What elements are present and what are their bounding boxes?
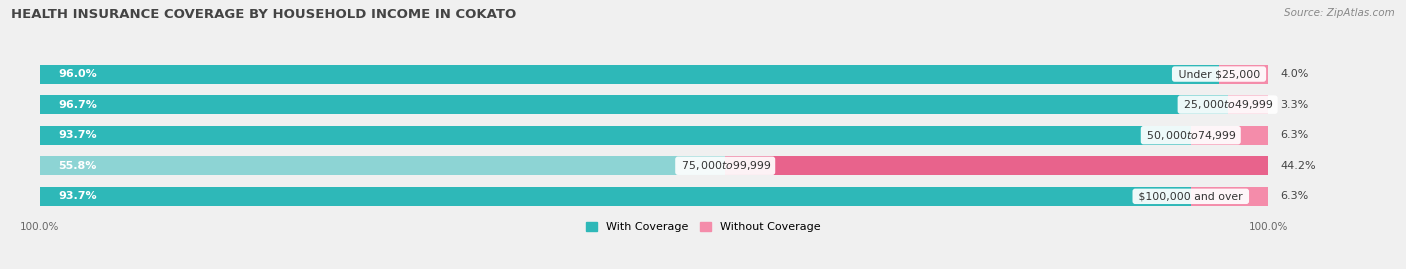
Text: 6.3%: 6.3% (1281, 191, 1309, 201)
Text: 96.0%: 96.0% (58, 69, 97, 79)
Text: $50,000 to $74,999: $50,000 to $74,999 (1143, 129, 1239, 142)
Bar (39, 126, 1191, 145)
Text: $75,000 to $99,999: $75,000 to $99,999 (678, 159, 772, 172)
Text: 93.7%: 93.7% (58, 191, 97, 201)
Text: 93.7%: 93.7% (58, 130, 97, 140)
Bar (39, 95, 1268, 114)
Bar (725, 156, 1268, 175)
Bar (1219, 65, 1268, 84)
Bar (39, 126, 1268, 145)
Text: 4.0%: 4.0% (1281, 69, 1309, 79)
Bar (39, 187, 1268, 206)
Bar (1191, 126, 1268, 145)
Text: 55.8%: 55.8% (58, 161, 97, 171)
Text: 44.2%: 44.2% (1281, 161, 1316, 171)
Bar (39, 65, 1268, 84)
Bar (39, 95, 1227, 114)
Bar (39, 65, 1219, 84)
Text: 3.3%: 3.3% (1281, 100, 1309, 110)
Text: 6.3%: 6.3% (1281, 130, 1309, 140)
Bar (1191, 187, 1268, 206)
Bar (39, 156, 725, 175)
Text: $25,000 to $49,999: $25,000 to $49,999 (1180, 98, 1275, 111)
Text: 96.7%: 96.7% (58, 100, 97, 110)
Bar (39, 156, 1268, 175)
Text: Source: ZipAtlas.com: Source: ZipAtlas.com (1284, 8, 1395, 18)
Bar (1227, 95, 1268, 114)
Text: $100,000 and over: $100,000 and over (1135, 191, 1246, 201)
Bar (39, 187, 1191, 206)
Text: Under $25,000: Under $25,000 (1174, 69, 1264, 79)
Legend: With Coverage, Without Coverage: With Coverage, Without Coverage (582, 218, 824, 237)
Text: HEALTH INSURANCE COVERAGE BY HOUSEHOLD INCOME IN COKATO: HEALTH INSURANCE COVERAGE BY HOUSEHOLD I… (11, 8, 516, 21)
